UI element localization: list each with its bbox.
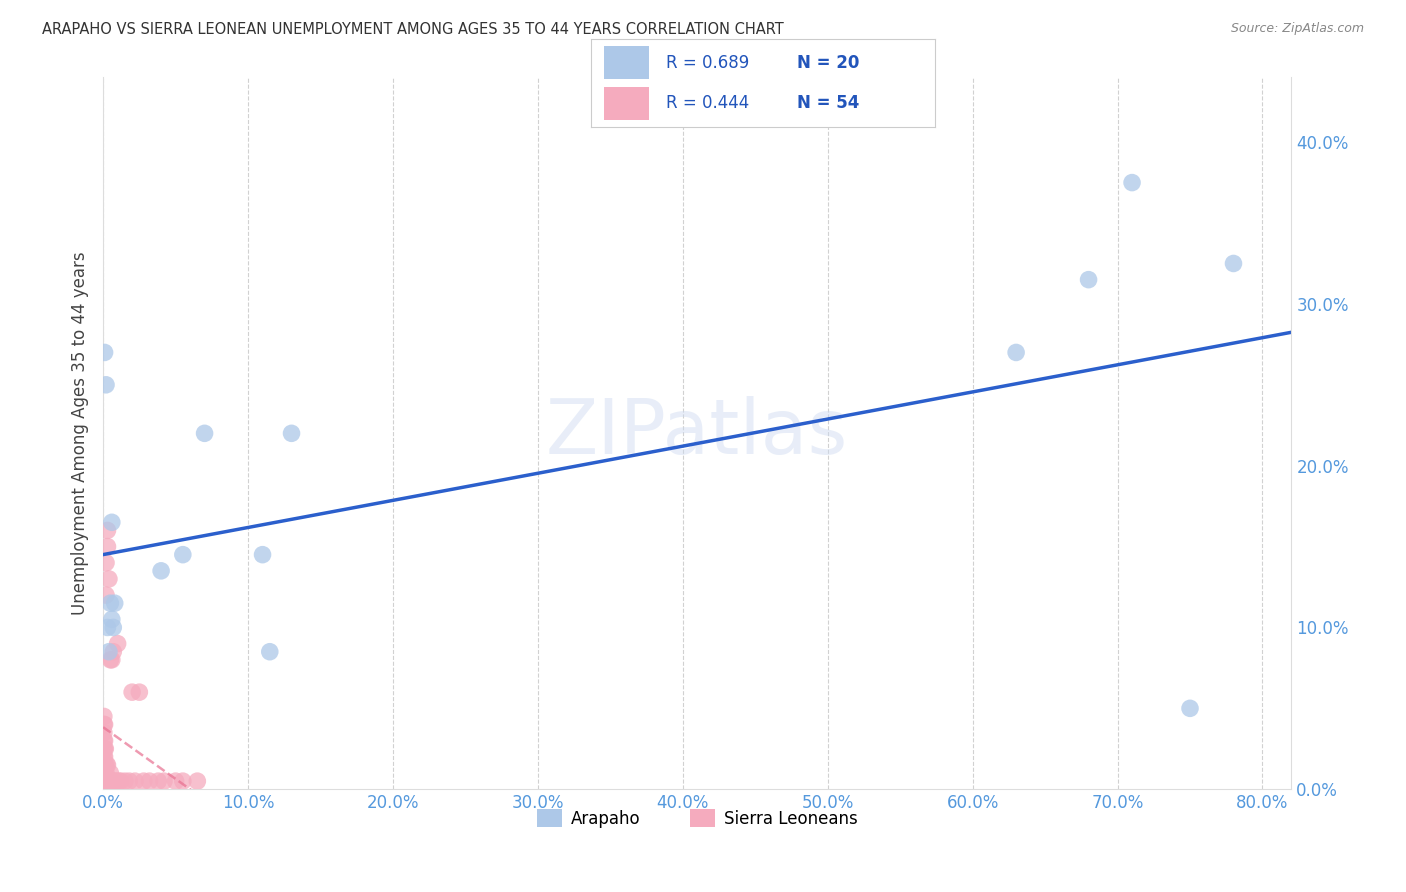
Point [93,733,115,747]
Point [172,548,194,562]
Point [114,774,136,789]
Point [93,766,115,780]
Point [94,774,117,789]
Point [96,774,118,789]
Point [107,637,129,651]
Text: R = 0.689: R = 0.689 [666,54,749,72]
Point [165,774,187,789]
Point [148,774,170,789]
Point [93,750,115,764]
Point [93,717,115,731]
Point [96,540,118,554]
Point [104,596,127,610]
Point [101,612,124,626]
Point [118,774,141,789]
Point [100,766,122,780]
Point [93,774,115,789]
Point [94,766,117,780]
Point [97,572,120,586]
Point [259,645,281,659]
Point [186,774,208,789]
Point [103,774,125,789]
Point [93,733,115,747]
Text: ZIPatlas: ZIPatlas [546,396,848,470]
Point [103,645,125,659]
Point [121,685,143,699]
Point [101,774,124,789]
Point [280,426,302,441]
FancyBboxPatch shape [605,46,650,78]
Point [94,741,117,756]
Text: N = 20: N = 20 [797,54,859,72]
Point [101,516,124,530]
Point [104,774,127,789]
Point [193,426,215,441]
Point [108,774,131,789]
Point [110,774,132,789]
Point [93,766,115,780]
Point [1222,256,1244,270]
Point [96,758,118,772]
Point [93,741,115,756]
Point [94,588,117,602]
Point [93,758,115,772]
Text: R = 0.444: R = 0.444 [666,94,749,112]
Point [101,653,124,667]
Point [96,524,118,538]
Point [97,645,120,659]
Point [1077,273,1099,287]
Point [1005,345,1028,359]
Point [138,774,160,789]
Text: ARAPAHO VS SIERRA LEONEAN UNEMPLOYMENT AMONG AGES 35 TO 44 YEARS CORRELATION CHA: ARAPAHO VS SIERRA LEONEAN UNEMPLOYMENT A… [42,22,785,37]
Point [124,774,146,789]
Point [100,653,122,667]
Text: Source: ZipAtlas.com: Source: ZipAtlas.com [1230,22,1364,36]
Point [150,564,173,578]
Point [93,758,115,772]
Point [103,620,125,634]
Point [1178,701,1201,715]
Point [94,377,117,392]
Point [93,750,115,764]
Point [132,774,155,789]
Point [153,774,176,789]
Point [105,774,128,789]
FancyBboxPatch shape [605,87,650,120]
Point [100,596,122,610]
Legend: Arapaho, Sierra Leoneans: Arapaho, Sierra Leoneans [530,803,863,834]
Point [100,774,122,789]
Point [94,774,117,789]
Point [97,774,120,789]
Point [252,548,274,562]
Point [93,774,115,789]
Point [128,685,150,699]
Y-axis label: Unemployment Among Ages 35 to 44 years: Unemployment Among Ages 35 to 44 years [72,252,89,615]
Point [94,758,117,772]
Point [93,345,115,359]
Point [172,774,194,789]
Point [1121,176,1143,190]
Text: N = 54: N = 54 [797,94,859,112]
Point [96,758,118,772]
Point [93,717,115,731]
Point [93,725,115,739]
Point [93,709,115,723]
Point [96,620,118,634]
Point [93,741,115,756]
Point [94,556,117,570]
